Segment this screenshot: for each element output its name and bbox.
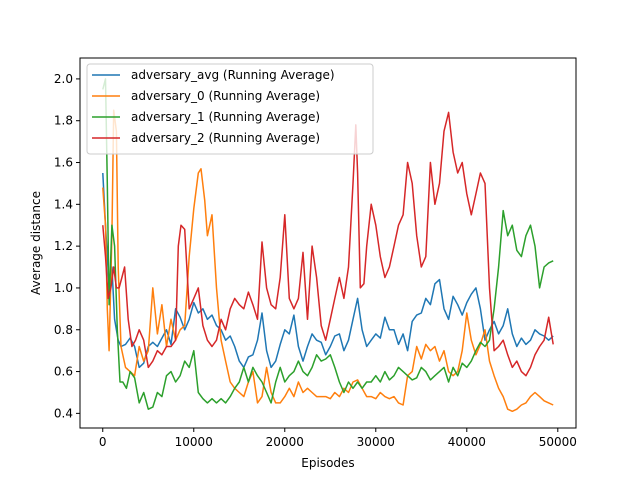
series-line-3: [102, 111, 554, 377]
series-line-1: [102, 109, 554, 413]
legend-label: adversary_2 (Running Average): [131, 131, 320, 145]
y-tick-label: 2.0: [54, 72, 73, 86]
x-tick-label: 50000: [539, 435, 577, 449]
series-layer: [102, 78, 554, 413]
y-tick-label: 1.4: [54, 197, 73, 211]
y-tick-label: 1.8: [54, 114, 73, 128]
x-axis-label: Episodes: [301, 456, 354, 470]
y-tick-label: 1.2: [54, 239, 73, 253]
y-tick-label: 0.4: [54, 406, 73, 420]
legend-label: adversary_avg (Running Average): [131, 68, 335, 82]
series-line-2: [102, 78, 554, 410]
series-line-0: [102, 172, 554, 369]
legend-label: adversary_0 (Running Average): [131, 89, 320, 103]
y-tick-label: 1.6: [54, 156, 73, 170]
x-tick-label: 10000: [175, 435, 213, 449]
y-tick-label: 0.6: [54, 365, 73, 379]
x-tick-label: 30000: [357, 435, 395, 449]
x-axis: 0 10000 20000 30000 40000 50000: [99, 428, 577, 449]
plot-frame: [79, 57, 577, 429]
legend: adversary_avg (Running Average) adversary…: [86, 63, 374, 155]
y-axis: 0.4 0.6 0.8 1.0 1.2 1.4 1.6 1.8 2.0: [54, 72, 80, 420]
legend-label: adversary_1 (Running Average): [131, 110, 320, 124]
x-tick-label: 0: [99, 435, 107, 449]
legend-box: [86, 63, 374, 155]
y-tick-label: 0.8: [54, 323, 73, 337]
x-tick-label: 20000: [266, 435, 304, 449]
x-tick-label: 40000: [448, 435, 486, 449]
y-tick-label: 1.0: [54, 281, 73, 295]
y-axis-label: Average distance: [29, 191, 43, 295]
